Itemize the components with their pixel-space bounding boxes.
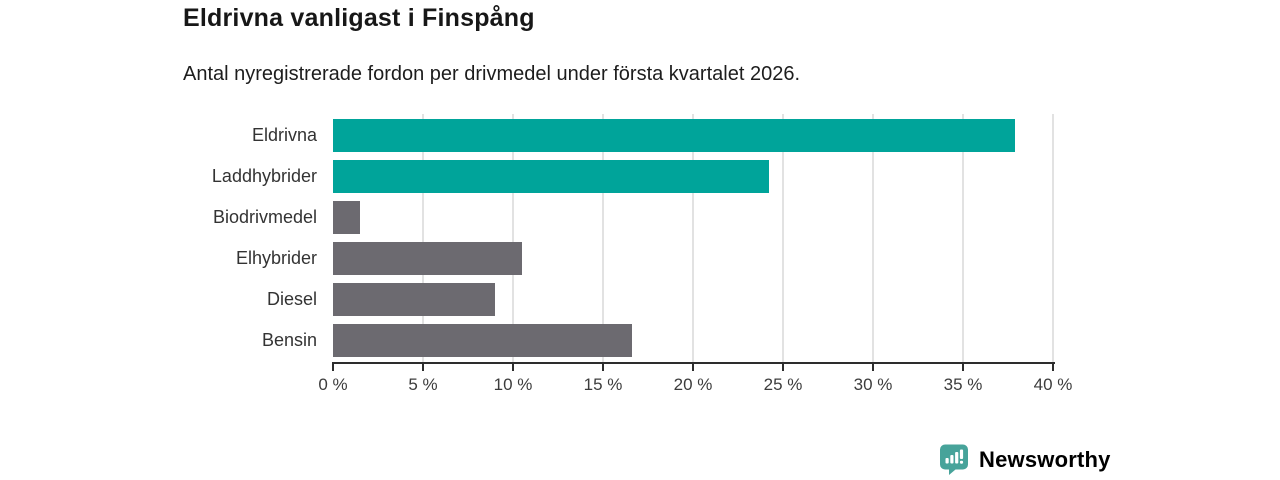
chart-subtitle: Antal nyregistrerade fordon per drivmede…	[183, 63, 801, 85]
category-label: Elhybrider	[235, 248, 317, 268]
x-axis-tick	[962, 364, 964, 371]
bar	[333, 242, 522, 275]
x-axis-tick	[692, 364, 694, 371]
plot-area: Eldrivna Laddhybrider Biodrivmedel Elhybrid…	[212, 114, 1072, 414]
x-axis-tick	[512, 364, 514, 371]
x-axis-tick-label: 25 %	[763, 375, 803, 394]
x-axis-tick-label: 40 %	[1033, 375, 1073, 394]
gridline	[512, 114, 514, 362]
x-axis-tick	[782, 364, 784, 371]
chart-title: Eldrivna vanligast i Finspång	[183, 4, 535, 32]
gridline	[962, 114, 964, 362]
x-axis-tick-label: 30 %	[853, 375, 893, 394]
category-label: Bensin	[261, 330, 317, 350]
gridline	[602, 114, 604, 362]
x-axis-tick-label: 20 %	[673, 375, 713, 394]
category-label: Diesel	[266, 289, 317, 309]
x-axis-tick-label: 10 %	[493, 375, 533, 394]
x-axis-tick	[602, 364, 604, 371]
x-axis-tick	[422, 364, 424, 371]
x-axis-line	[332, 362, 1055, 364]
gridline	[782, 114, 784, 362]
x-axis-tick-label: 0 %	[318, 375, 348, 394]
x-axis-tick	[332, 364, 334, 371]
bar	[333, 119, 1016, 152]
category-label: Eldrivna	[251, 125, 317, 145]
gridline	[422, 114, 424, 362]
bar	[333, 201, 360, 234]
x-axis-tick-label: 35 %	[943, 375, 983, 394]
bar	[333, 324, 632, 357]
gridline	[872, 114, 874, 362]
newsworthy-bar-chart-bubble-icon	[940, 444, 968, 475]
bar	[333, 160, 769, 193]
gridline	[1052, 114, 1054, 362]
bar	[333, 283, 495, 316]
x-axis-tick	[872, 364, 874, 371]
x-axis-tick-label: 15 %	[583, 375, 623, 394]
x-axis-tick	[1052, 364, 1054, 371]
category-label: Biodrivmedel	[212, 207, 317, 227]
newsworthy-logo: Newsworthy	[939, 444, 1111, 475]
newsworthy-logo-text: Newsworthy	[979, 446, 1111, 472]
gridline	[692, 114, 694, 362]
x-axis-tick-label: 5 %	[408, 375, 438, 394]
category-label: Laddhybrider	[211, 166, 317, 186]
